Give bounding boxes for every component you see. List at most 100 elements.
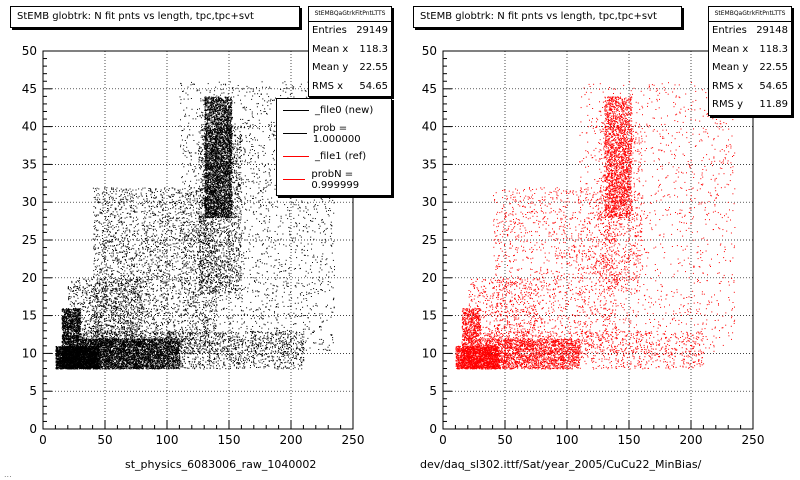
data-point <box>72 312 74 313</box>
data-point <box>75 338 77 340</box>
data-point <box>76 327 78 329</box>
data-point <box>78 356 80 358</box>
data-point <box>177 338 179 340</box>
data-point <box>70 353 72 355</box>
data-point <box>77 326 79 328</box>
data-point <box>73 314 75 316</box>
data-point <box>78 354 80 356</box>
data-point <box>79 309 81 311</box>
data-point <box>71 327 73 329</box>
data-point <box>70 323 72 325</box>
data-point <box>76 364 78 366</box>
data-point <box>61 368 63 370</box>
data-point <box>76 357 78 359</box>
data-point <box>77 360 79 362</box>
data-point <box>71 346 73 348</box>
data-point <box>78 358 80 360</box>
data-point <box>58 367 60 369</box>
data-point <box>67 348 69 350</box>
data-point <box>65 355 67 357</box>
data-point <box>74 348 76 350</box>
data-point <box>64 367 65 369</box>
data-point <box>172 362 174 363</box>
data-point <box>63 356 65 358</box>
data-point <box>63 345 65 347</box>
data-point <box>66 337 67 339</box>
data-point <box>74 357 76 359</box>
data-point <box>79 328 81 330</box>
data-point <box>165 364 167 366</box>
data-point <box>69 326 71 328</box>
data-point <box>77 348 79 350</box>
data-point <box>68 350 70 352</box>
data-point <box>64 321 66 322</box>
data-point <box>67 314 69 315</box>
data-point <box>79 317 81 319</box>
data-point <box>65 312 67 314</box>
data-point <box>71 335 73 337</box>
data-point <box>127 349 129 351</box>
data-point <box>84 362 85 364</box>
data-point <box>55 349 57 351</box>
data-point <box>74 325 75 327</box>
data-point <box>78 352 80 354</box>
data-point <box>57 361 59 362</box>
data-point <box>67 312 69 314</box>
data-point <box>66 315 68 317</box>
data-point <box>79 330 81 332</box>
data-point <box>67 362 69 364</box>
data-point <box>78 352 80 354</box>
data-point <box>84 363 86 365</box>
data-point <box>61 361 62 363</box>
data-point <box>70 311 72 313</box>
data-point <box>104 345 106 347</box>
data-point <box>69 343 71 345</box>
data-point <box>76 358 78 360</box>
data-point <box>64 362 65 364</box>
data-point <box>55 354 57 356</box>
data-point <box>56 351 58 353</box>
data-point <box>77 338 79 340</box>
data-point <box>59 354 60 356</box>
data-point <box>70 360 72 362</box>
data-point <box>89 356 91 358</box>
data-point <box>64 315 66 317</box>
data-point <box>69 309 71 311</box>
data-point <box>68 323 70 325</box>
data-point <box>78 367 80 369</box>
data-point <box>106 358 108 360</box>
data-point <box>64 355 66 357</box>
data-point <box>91 347 93 349</box>
data-point <box>71 362 73 364</box>
data-point <box>126 361 128 362</box>
data-point <box>58 359 60 361</box>
data-point <box>69 337 71 339</box>
data-point <box>70 329 72 331</box>
data-point <box>56 350 58 352</box>
data-point <box>56 360 58 362</box>
data-point <box>79 334 81 336</box>
data-point <box>63 352 65 354</box>
data-point <box>83 357 85 359</box>
data-point <box>78 363 80 365</box>
data-point <box>65 362 67 364</box>
data-point <box>58 349 60 351</box>
data-point <box>65 351 67 352</box>
data-point <box>79 336 81 338</box>
data-point <box>64 310 66 311</box>
data-point <box>63 360 64 362</box>
data-point <box>62 352 64 354</box>
data-point <box>62 346 64 348</box>
data-point <box>61 341 63 343</box>
data-point <box>79 343 81 345</box>
data-point <box>70 339 71 341</box>
data-point <box>65 357 67 359</box>
data-point <box>66 325 68 327</box>
data-point <box>85 355 87 357</box>
data-point <box>64 314 66 316</box>
data-point <box>57 361 59 363</box>
data-point <box>78 319 80 321</box>
data-point <box>70 328 72 330</box>
data-point <box>65 357 66 359</box>
data-point <box>61 317 63 319</box>
